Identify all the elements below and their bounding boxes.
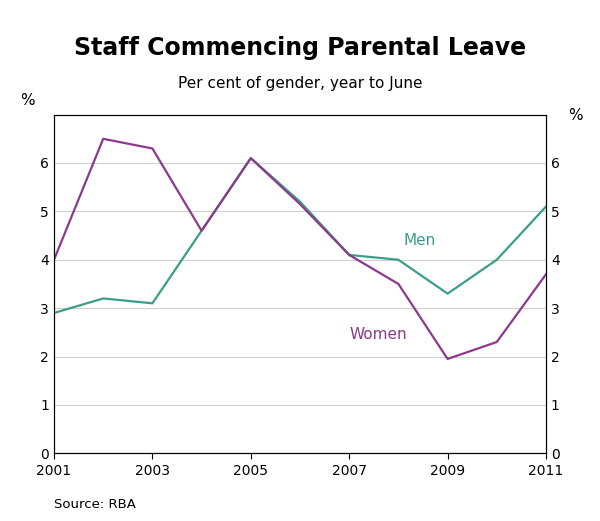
Text: Source: RBA: Source: RBA: [54, 498, 136, 511]
Text: Per cent of gender, year to June: Per cent of gender, year to June: [178, 76, 422, 91]
Text: Men: Men: [403, 233, 436, 247]
Text: Women: Women: [349, 328, 407, 342]
Y-axis label: %: %: [20, 93, 34, 108]
Text: Staff Commencing Parental Leave: Staff Commencing Parental Leave: [74, 36, 526, 60]
Y-axis label: %: %: [568, 108, 583, 123]
